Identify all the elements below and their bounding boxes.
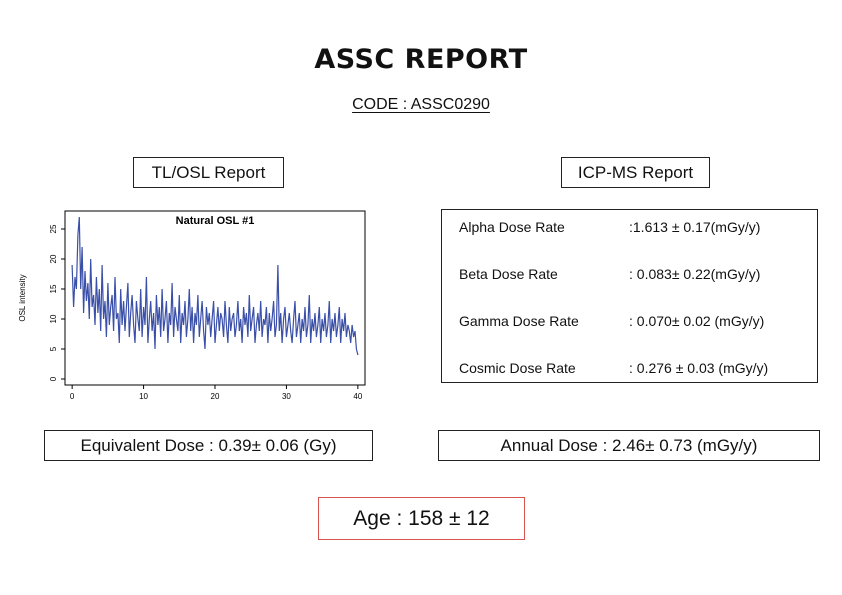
y-tick-label: 0 (49, 376, 58, 381)
report-title: ASSC REPORT (314, 44, 528, 75)
dose-rate-name: Beta Dose Rate (459, 266, 558, 282)
dose-rate-value: : 0.070± 0.02 (mGy/y) (629, 313, 765, 329)
y-axis-label: OSL intensity (18, 274, 27, 321)
y-tick-label: 5 (49, 346, 58, 351)
x-tick-label: 0 (70, 392, 75, 401)
dose-rate-value: :1.613 ± 0.17(mGy/y) (629, 219, 761, 235)
tl-osl-report-label: TL/OSL Report (133, 157, 284, 188)
y-tick-label: 20 (49, 254, 58, 263)
report-code-text: CODE : ASSC0290 (352, 96, 490, 113)
age-result-box: Age : 158 ± 12 (318, 497, 525, 540)
icp-ms-report-label: ICP-MS Report (561, 157, 710, 188)
x-tick-label: 10 (139, 392, 148, 401)
dose-rate-value: : 0.276 ± 0.03 (mGy/y) (629, 360, 769, 376)
dose-rate-name: Gamma Dose Rate (459, 313, 579, 329)
x-tick-label: 20 (211, 392, 220, 401)
osl-chart: Natural OSL #1 OSL intensity 0 10 20 30 40 0 5… (18, 210, 366, 401)
osl-series-line (71, 216, 359, 356)
chart-title: Natural OSL #1 (176, 215, 255, 227)
plot-frame (64, 210, 366, 386)
dose-rate-value: : 0.083± 0.22(mGy/y) (629, 266, 761, 282)
dose-rate-name: Alpha Dose Rate (459, 219, 565, 235)
x-tick-label: 40 (353, 392, 362, 401)
equivalent-dose-box: Equivalent Dose : 0.39± 0.06 (Gy) (44, 430, 373, 461)
y-tick-label: 15 (49, 284, 58, 293)
report-code: CODE : ASSC0290 (0, 96, 842, 114)
annual-dose-box: Annual Dose : 2.46± 0.73 (mGy/y) (438, 430, 820, 461)
dose-rate-name: Cosmic Dose Rate (459, 360, 576, 376)
x-tick-label: 30 (282, 392, 291, 401)
dose-rate-table: Alpha Dose Rate :1.613 ± 0.17(mGy/y) Bet… (441, 209, 818, 383)
y-tick-label: 25 (49, 224, 58, 233)
y-tick-label: 10 (49, 314, 58, 323)
